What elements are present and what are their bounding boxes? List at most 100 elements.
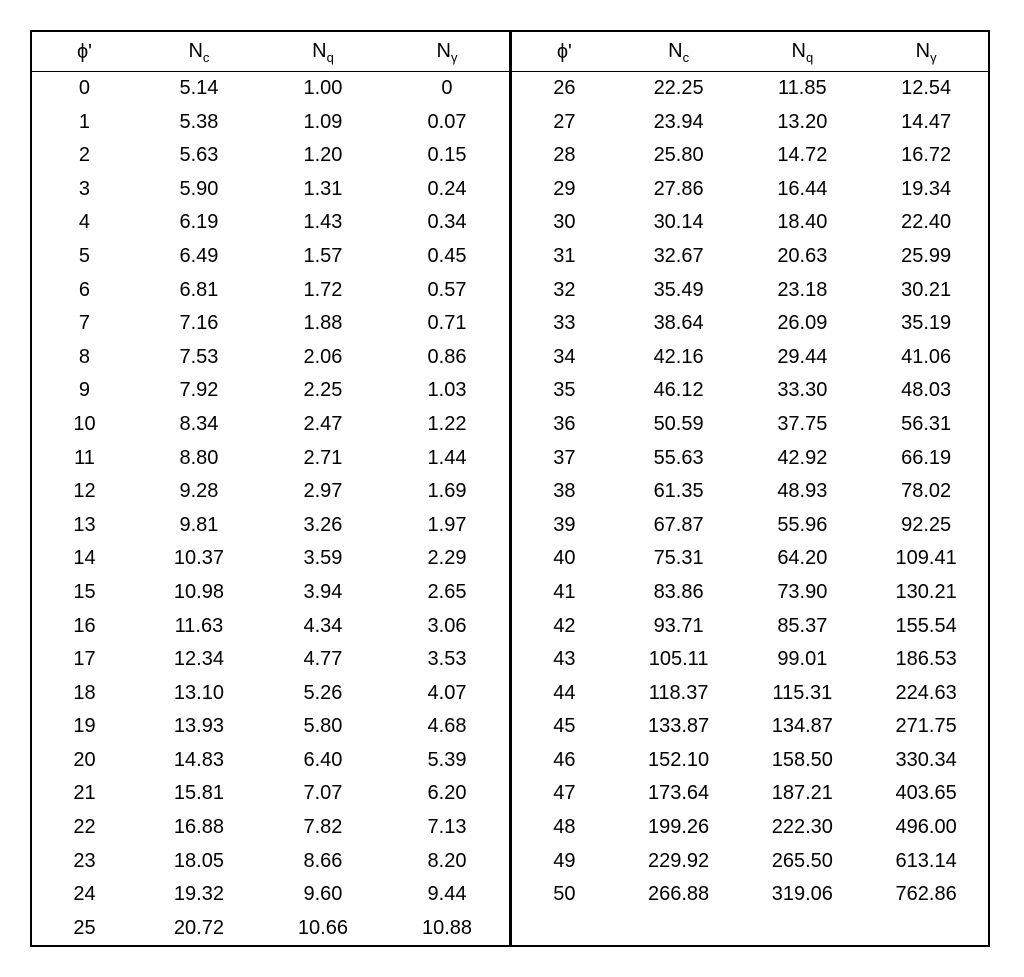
table-row: 1410.373.592.29 (32, 542, 509, 576)
table-cell: 4.07 (385, 677, 509, 711)
table-cell: 85.37 (740, 610, 864, 644)
table-row: 3650.5937.7556.31 (512, 408, 988, 442)
table-cell: 155.54 (864, 610, 988, 644)
table-cell: 50.59 (617, 408, 741, 442)
table-cell: 330.34 (864, 744, 988, 778)
table-row: 2927.8616.4419.34 (512, 173, 988, 207)
table-cell: 10.37 (137, 542, 261, 576)
table-cell: 36 (512, 408, 617, 442)
table-cell: 5 (32, 240, 137, 274)
table-row: 15.381.090.07 (32, 106, 509, 140)
table-row: 3030.1418.4022.40 (512, 206, 988, 240)
table-cell: 35.49 (617, 274, 741, 308)
table-row: 3442.1629.4441.06 (512, 341, 988, 375)
table-cell: 266.88 (617, 878, 741, 912)
table-cell: 173.64 (617, 777, 741, 811)
table-row: 1611.634.343.06 (32, 610, 509, 644)
table-cell: 50 (512, 878, 617, 912)
table-cell: 27.86 (617, 173, 741, 207)
table-cell: 5.26 (261, 677, 385, 711)
table-row: 1712.344.773.53 (32, 643, 509, 677)
table-row: 44118.37115.31224.63 (512, 677, 988, 711)
table-row: 87.532.060.86 (32, 341, 509, 375)
table-cell: 9.81 (137, 509, 261, 543)
table-cell: 16.44 (740, 173, 864, 207)
table-cell: 13.10 (137, 677, 261, 711)
table-cell: 32.67 (617, 240, 741, 274)
table-cell: 48.03 (864, 374, 988, 408)
table-row: 25.631.200.15 (32, 139, 509, 173)
table-cell: 10.88 (385, 912, 509, 946)
table-cell: 0.34 (385, 206, 509, 240)
table-row: 3235.4923.1830.21 (512, 274, 988, 308)
table-cell: 37.75 (740, 408, 864, 442)
table-cell: 1.31 (261, 173, 385, 207)
table-row: 2622.2511.8512.54 (512, 72, 988, 106)
table-cell: 222.30 (740, 811, 864, 845)
table-row: 77.161.880.71 (32, 307, 509, 341)
table-cell: 4.68 (385, 710, 509, 744)
table-cell: 2.25 (261, 374, 385, 408)
table-cell: 25.80 (617, 139, 741, 173)
table-cell: 11.85 (740, 72, 864, 106)
table-cell: 13.20 (740, 106, 864, 140)
table-cell: 7.53 (137, 341, 261, 375)
table-row: 1813.105.264.07 (32, 677, 509, 711)
table-cell: 46 (512, 744, 617, 778)
header-row-left: ϕ' Nc Nq Nγ (32, 32, 509, 72)
table-row: 46.191.430.34 (32, 206, 509, 240)
table-row: 45133.87134.87271.75 (512, 710, 988, 744)
table-cell: 0.57 (385, 274, 509, 308)
table-cell: 33.30 (740, 374, 864, 408)
table-cell: 29.44 (740, 341, 864, 375)
table-cell: 3.06 (385, 610, 509, 644)
table-cell: 35 (512, 374, 617, 408)
table-cell: 403.65 (864, 777, 988, 811)
header-phi: ϕ' (512, 32, 617, 72)
table-cell: 0.45 (385, 240, 509, 274)
table-cell: 34 (512, 341, 617, 375)
table-cell: 152.10 (617, 744, 741, 778)
table-cell: 133.87 (617, 710, 741, 744)
table-cell: 35.19 (864, 307, 988, 341)
table-cell: 187.21 (740, 777, 864, 811)
table-cell: 5.39 (385, 744, 509, 778)
table-cell: 20 (32, 744, 137, 778)
header-row-right: ϕ' Nc Nq Nγ (512, 32, 988, 72)
table-cell: 4.34 (261, 610, 385, 644)
table-cell: 32 (512, 274, 617, 308)
table-cell: 1.44 (385, 442, 509, 476)
table-cell: 16 (32, 610, 137, 644)
table-cell: 75.31 (617, 542, 741, 576)
table-cell: 12.34 (137, 643, 261, 677)
table-row: 139.813.261.97 (32, 509, 509, 543)
table-cell: 41 (512, 576, 617, 610)
table-cell: 48.93 (740, 475, 864, 509)
table-cell: 0.71 (385, 307, 509, 341)
table-cell: 47 (512, 777, 617, 811)
table-cell: 21 (32, 777, 137, 811)
table-cell: 27 (512, 106, 617, 140)
table-cell: 66.19 (864, 442, 988, 476)
table-row: 2216.887.827.13 (32, 811, 509, 845)
table-cell: 0.24 (385, 173, 509, 207)
table-row: 129.282.971.69 (32, 475, 509, 509)
table-cell: 17 (32, 643, 137, 677)
table-cell: 158.50 (740, 744, 864, 778)
table-cell: 2.47 (261, 408, 385, 442)
table-row: 48199.26222.30496.00 (512, 811, 988, 845)
table-cell: 49 (512, 845, 617, 879)
table-cell: 42 (512, 610, 617, 644)
table-row: 97.922.251.03 (32, 374, 509, 408)
table-row: 2419.329.609.44 (32, 878, 509, 912)
table-cell: 0 (32, 72, 137, 106)
table-cell: 46.12 (617, 374, 741, 408)
table-row: 46152.10158.50330.34 (512, 744, 988, 778)
header-nc: Nc (137, 32, 261, 72)
table-cell: 6.20 (385, 777, 509, 811)
table-row: 2723.9413.2014.47 (512, 106, 988, 140)
table-cell: 19.34 (864, 173, 988, 207)
table-cell: 1.20 (261, 139, 385, 173)
table-row: 1913.935.804.68 (32, 710, 509, 744)
table-cell: 265.50 (740, 845, 864, 879)
